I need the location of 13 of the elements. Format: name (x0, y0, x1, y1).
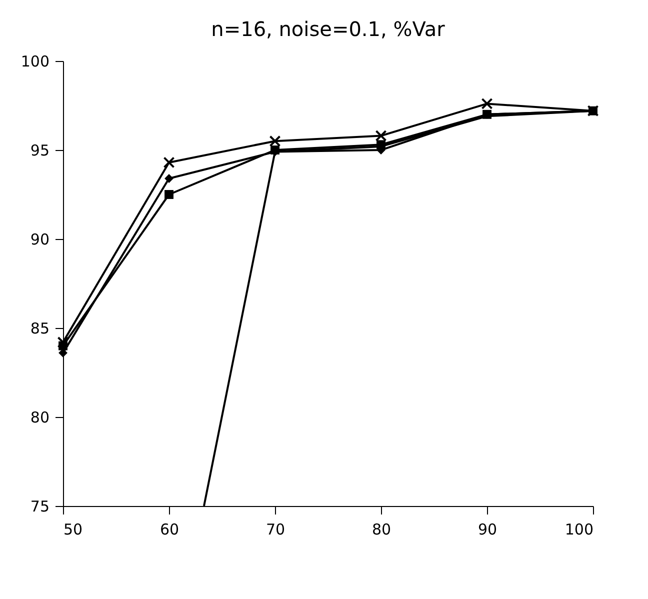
x-tick-label: 100 (564, 520, 594, 538)
y-tick-label: 80 (30, 408, 50, 426)
x-tick-label: 90 (478, 520, 498, 538)
y-tick-label: 100 (20, 52, 50, 70)
chart-title: n=16, noise=0.1, %Var (211, 17, 446, 41)
x-tick-label: 80 (372, 520, 392, 538)
y-tick-label: 95 (30, 142, 50, 160)
x-tick-label: 70 (266, 520, 286, 538)
y-tick-label: 90 (30, 230, 50, 248)
y-tick-label: 75 (30, 498, 50, 516)
y-tick-label: 85 (30, 320, 50, 338)
x-tick-label: 60 (160, 520, 180, 538)
x-tick-label: 50 (64, 520, 83, 538)
